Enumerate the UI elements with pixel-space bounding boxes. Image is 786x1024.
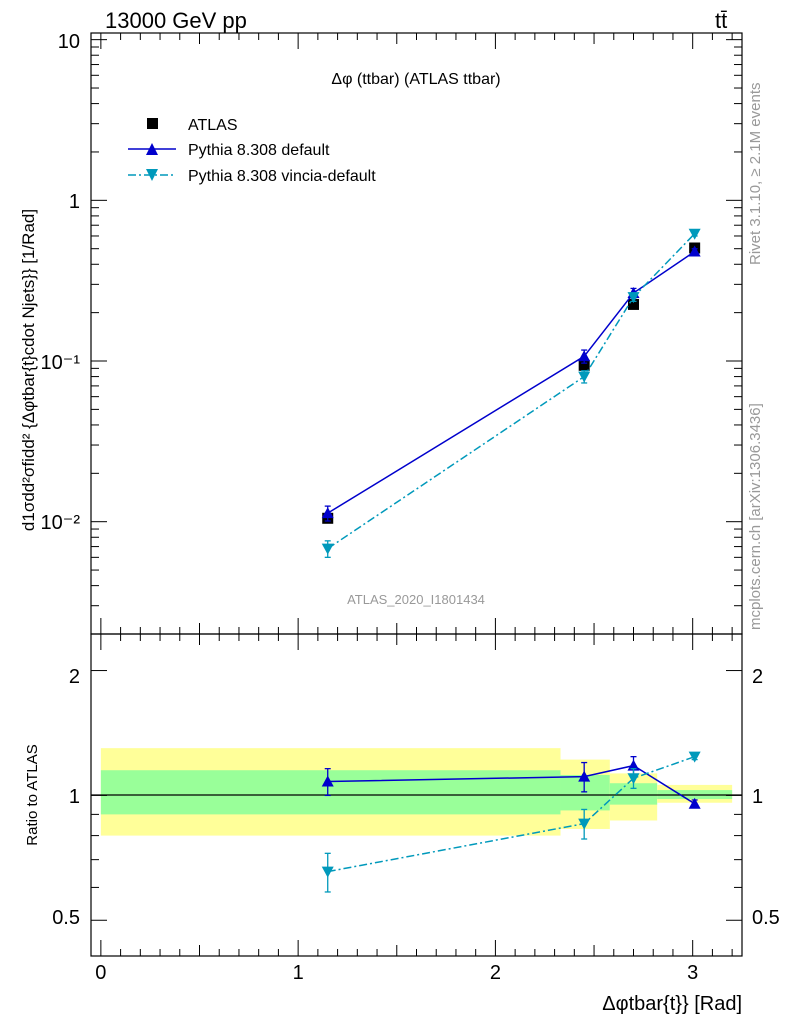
legend-label-atlas: ATLAS <box>188 117 238 134</box>
ratio-line-default <box>327 764 696 805</box>
ratio-point-vincia <box>688 751 701 763</box>
ytick-label-10: 10 <box>58 31 80 53</box>
legend-marker-atlas <box>147 118 158 129</box>
ratio-band-green <box>609 783 658 805</box>
rivet-version-label: Rivet 3.1.10, ≥ 2.1M events <box>747 83 764 266</box>
main-line-vincia <box>327 233 696 550</box>
main-series <box>321 228 701 558</box>
main-point-default <box>688 245 701 257</box>
main-point-vincia <box>627 292 640 304</box>
energy-label: 13000 GeV pp <box>105 8 247 33</box>
ratio-bands <box>100 748 733 836</box>
xtick-label-0: 0 <box>95 962 106 984</box>
ratio-ytick-label-0.5-right: 0.5 <box>752 907 780 929</box>
ratio-xtick-labels: 0 1 2 3 <box>95 962 698 984</box>
main-plot-title: Δφ (ttbar) (ATLAS ttbar) <box>331 71 500 88</box>
main-point-default <box>321 507 334 519</box>
ratio-point-default <box>688 797 701 809</box>
ratio-point-default <box>321 775 334 787</box>
legend: ATLAS Pythia 8.308 default Pythia 8.308 … <box>128 117 376 185</box>
ratio-ytick-label-0.5-left: 0.5 <box>52 907 80 929</box>
x-axis-label: Δφtbar{t}} [Rad] <box>602 993 742 1015</box>
xtick-label-1: 1 <box>293 962 304 984</box>
legend-label-vincia: Pythia 8.308 vincia-default <box>188 168 376 185</box>
ratio-series <box>321 751 701 893</box>
main-point-vincia <box>321 543 334 555</box>
legend-marker-vincia <box>146 169 158 181</box>
mcplots-label: mcplots.cern.ch [arXiv:1306.3436] <box>747 403 764 630</box>
ratio-ytick-label-2-left: 2 <box>69 666 80 688</box>
ratio-ticks <box>91 634 742 956</box>
ratio-line-vincia <box>327 755 695 873</box>
process-label: tt̄ <box>715 8 727 33</box>
xtick-label-3: 3 <box>687 962 698 984</box>
main-y-axis-label: d1σdd²σfidd² {Δφtbar{t}cdot Njets}} [1/R… <box>19 209 38 531</box>
ratio-y-axis-label: Ratio to ATLAS <box>24 744 41 845</box>
main-ticks <box>91 33 742 635</box>
main-point-default <box>578 350 591 362</box>
analysis-watermark: ATLAS_2020_I1801434 <box>347 592 485 607</box>
xtick-label-2: 2 <box>490 962 501 984</box>
ratio-band-green <box>100 770 561 815</box>
ratio-ytick-label-1-left: 1 <box>69 786 80 808</box>
legend-label-default: Pythia 8.308 default <box>188 142 330 159</box>
main-point-vincia <box>688 228 701 240</box>
ratio-ytick-label-1-right: 1 <box>752 786 763 808</box>
main-ytick-labels: 10 1 10⁻¹ 10⁻² <box>41 31 81 534</box>
ratio-point-vincia <box>578 818 591 830</box>
legend-marker-default <box>146 143 158 155</box>
ytick-label-0.01: 10⁻² <box>41 512 81 534</box>
ratio-panel: 2 1 0.5 2 1 0.5 0 1 2 3 Ratio to ATLAS Δφtb… <box>24 633 780 1015</box>
ratio-plot-frame <box>90 633 743 957</box>
ratio-point-vincia <box>321 866 334 878</box>
ytick-label-1: 1 <box>69 191 80 213</box>
main-point-atlas <box>628 298 639 310</box>
ytick-label-0.1: 10⁻¹ <box>41 352 81 374</box>
ratio-point-default <box>578 770 591 782</box>
ratio-ytick-label-2-right: 2 <box>752 666 763 688</box>
main-panel: Δφ (ttbar) (ATLAS ttbar) ATLAS_2020_I180… <box>19 31 743 635</box>
ratio-point-vincia <box>627 773 640 785</box>
main-line-default <box>327 250 696 514</box>
main-point-vincia <box>578 371 591 383</box>
main-point-atlas <box>578 359 590 371</box>
ratio-point-default <box>627 759 640 771</box>
ratio-ytick-labels: 2 1 0.5 2 1 0.5 <box>52 666 780 929</box>
